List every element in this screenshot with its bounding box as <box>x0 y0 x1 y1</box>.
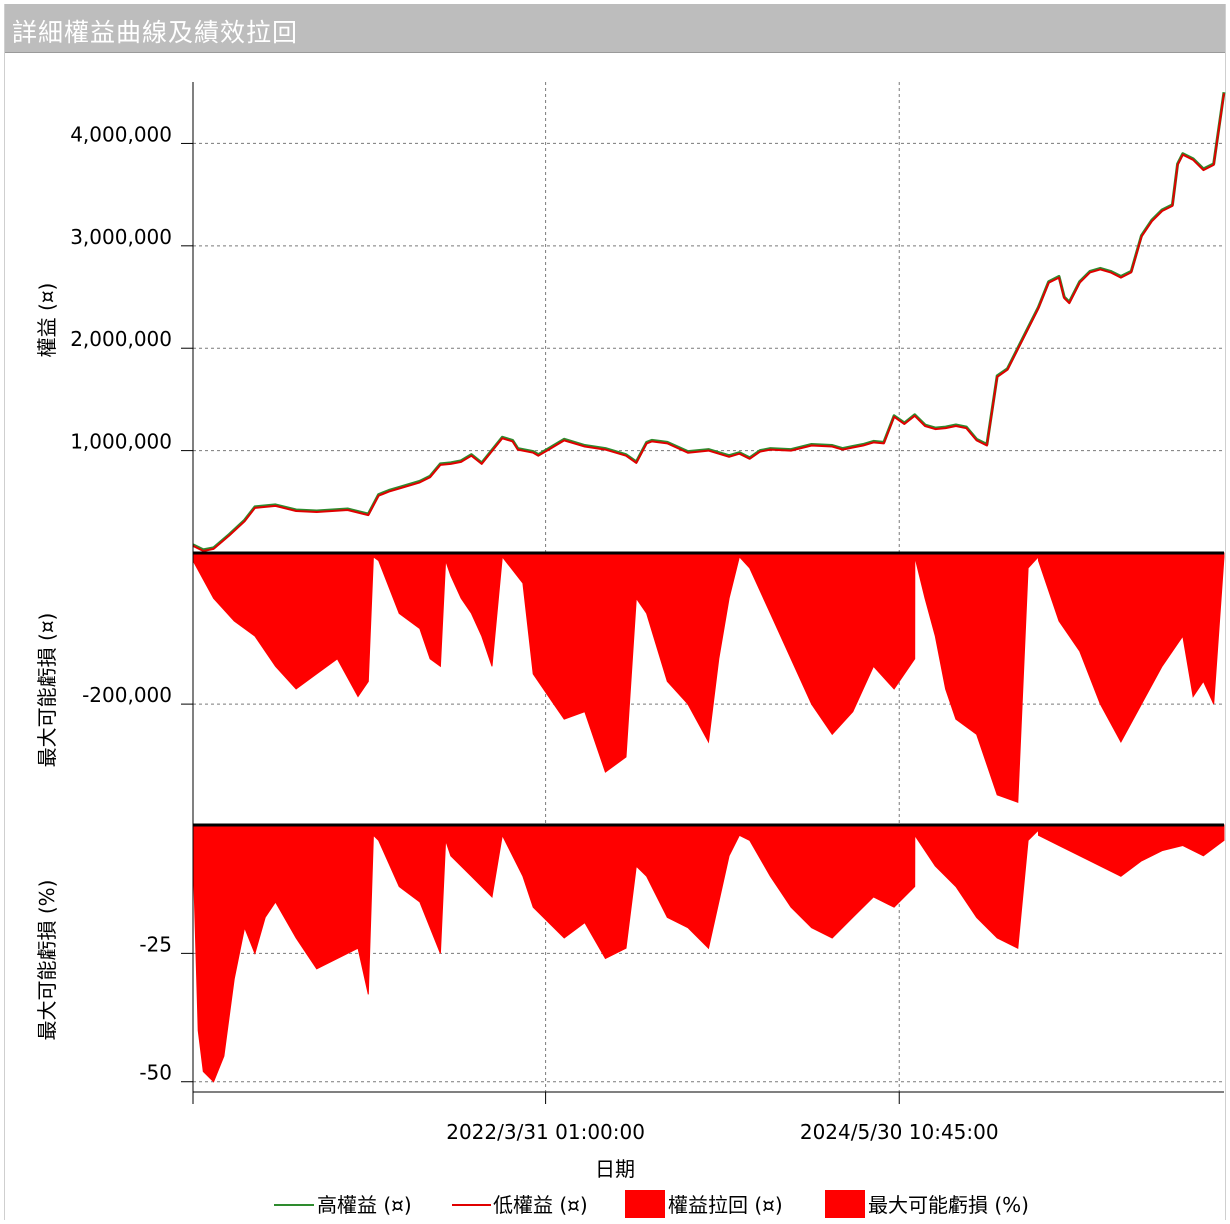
title-bar: 詳細權益曲線及績效拉回 <box>4 4 1226 53</box>
drawdown-ylabel: 最大可能虧損 (¤) <box>35 613 59 768</box>
drawdown-pct-area <box>192 824 1225 1083</box>
x-tick-label: 2022/3/31 01:00:00 <box>446 1120 645 1144</box>
high-equity-line <box>192 91 1226 552</box>
y-tick-label: 4,000,000 <box>70 122 172 146</box>
window-title: 詳細權益曲線及績效拉回 <box>12 18 299 47</box>
low-equity-line <box>192 93 1225 552</box>
equity-ylabel: 權益 (¤) <box>35 283 59 358</box>
legend-low-label: 低權益 (¤) <box>493 1193 588 1217</box>
y-tick-label: -50 <box>139 1061 172 1085</box>
legend-drawdown-label: 權益拉回 (¤) <box>668 1193 783 1217</box>
legend-drawdown-swatch <box>625 1190 665 1218</box>
legend-drawdown-pct-label: 最大可能虧損 (%) <box>868 1193 1029 1217</box>
legend-drawdown-pct-swatch <box>825 1190 865 1218</box>
drawdown-pct-ylabel: 最大可能虧損 (%) <box>35 880 59 1041</box>
legend-high-label: 高權益 (¤) <box>317 1193 412 1217</box>
legend: 高權益 (¤) 低權益 (¤) 權益拉回 (¤) 最大可能虧損 (%) <box>274 1190 1029 1218</box>
x-axis-label: 日期 <box>595 1157 635 1181</box>
drawdown-area <box>192 552 1225 804</box>
y-tick-label: 2,000,000 <box>70 327 172 351</box>
y-tick-label: 3,000,000 <box>70 225 172 249</box>
x-tick-label: 2024/5/30 10:45:00 <box>800 1120 999 1144</box>
y-tick-label: -200,000 <box>82 683 172 707</box>
axes: 1,000,000 2,000,000 3,000,000 4,000,000 -200… <box>70 82 1224 1144</box>
y-tick-label: 1,000,000 <box>70 430 172 454</box>
y-tick-label: -25 <box>139 932 172 956</box>
chart-marks <box>192 91 1226 1083</box>
